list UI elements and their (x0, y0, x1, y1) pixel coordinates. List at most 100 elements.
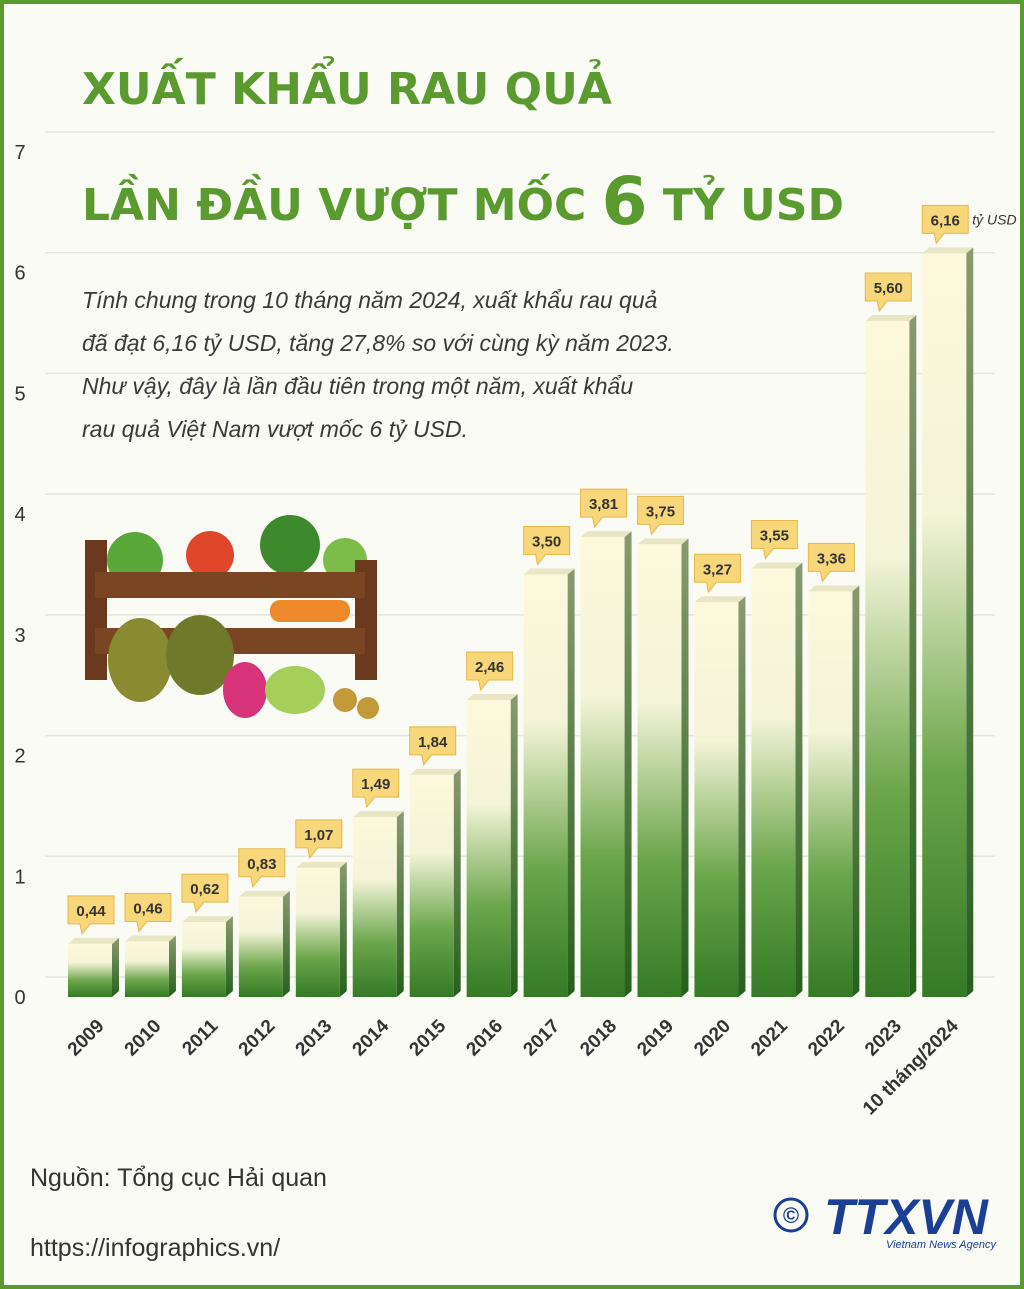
bar-side (909, 315, 917, 997)
value-callout (67, 895, 115, 936)
bar-side (624, 531, 632, 997)
bar (238, 896, 283, 997)
bar-top (68, 937, 119, 944)
bar (694, 602, 739, 997)
value-callout (637, 495, 684, 536)
bar-side (339, 861, 347, 997)
bar (808, 591, 853, 997)
y-tick-label: 7 (14, 142, 25, 164)
bar-top (124, 935, 176, 942)
bar-top (637, 538, 689, 545)
value-label: 0,46 (133, 900, 162, 917)
title-highlight: 6 (602, 163, 648, 240)
bar-top (922, 247, 974, 254)
source: Nguồn: Tổng cục Hải quan (30, 1164, 327, 1192)
value-label: 0,83 (247, 856, 276, 873)
value-callout (352, 768, 400, 809)
value-label: 1,84 (418, 734, 448, 751)
logo-name: TTXVN (824, 1189, 989, 1245)
description-line: rau quả Việt Nam vượt mốc 6 tỷ USD. (82, 416, 468, 442)
value-callout (580, 488, 628, 529)
bar (181, 922, 226, 997)
bar-side (510, 694, 518, 997)
logo: © TTXVN Vietnam News Agency (773, 1189, 998, 1251)
description-line: Như vậy, đây là lần đầu tiên trong một n… (82, 373, 633, 399)
value-label: 3,75 (646, 503, 675, 520)
bar-side (966, 247, 974, 997)
title-after: TỶ USD (663, 174, 844, 231)
bar-top (523, 568, 575, 575)
value-callout (181, 873, 229, 914)
value-label: 3,36 (817, 550, 846, 567)
url: https://infographics.vn/ (30, 1234, 280, 1262)
bar-top (466, 694, 518, 701)
value-label: 6,16 (931, 212, 960, 229)
logo-tagline: Vietnam News Agency (886, 1239, 998, 1251)
bar-side (795, 562, 803, 997)
value-label: 5,60 (874, 280, 903, 297)
y-tick-label: 1 (14, 866, 25, 888)
bar-top (808, 585, 860, 592)
value-label: 3,55 (760, 527, 789, 544)
value-callout (807, 542, 855, 583)
logo-copyright: © (783, 1203, 799, 1228)
value-label: 1,07 (304, 827, 333, 844)
bar (352, 817, 397, 997)
bar-side (738, 596, 746, 997)
fruit-crate-illustration (85, 515, 379, 719)
y-tick-label: 5 (14, 383, 25, 405)
value-label: 3,81 (589, 496, 618, 513)
unit-label: tỷ USD (972, 211, 1016, 227)
bar (523, 574, 568, 997)
bar-side (168, 935, 176, 997)
bar (466, 700, 511, 997)
y-tick-label: 6 (14, 263, 25, 285)
y-tick-label: 0 (14, 987, 25, 1009)
title-line1: XUẤT KHẨU RAU QUẢ (82, 55, 612, 115)
value-label: 1,49 (361, 776, 390, 793)
bar (580, 537, 625, 997)
value-callout (238, 848, 286, 888)
y-tick-label: 3 (14, 625, 25, 647)
value-label: 3,27 (703, 561, 732, 578)
bar-top (865, 315, 917, 321)
bar (922, 253, 967, 997)
value-callout (409, 726, 457, 767)
bar (68, 943, 112, 997)
bar (865, 321, 910, 997)
title-line2: LẦN ĐẦU VƯỢT MỐC 6 TỶ USD (82, 163, 844, 240)
bar-side (112, 937, 119, 997)
value-label: 0,62 (190, 881, 219, 898)
value-callout (921, 204, 969, 245)
bar-top (751, 562, 803, 569)
bar-side (225, 916, 233, 997)
y-tick-label: 4 (14, 504, 25, 526)
bar-side (567, 568, 575, 997)
title-before: LẦN ĐẦU VƯỢT MỐC (82, 173, 586, 231)
bar-top (409, 768, 461, 775)
value-callout (864, 272, 912, 313)
bar-top (580, 531, 632, 538)
bar-side (453, 768, 461, 997)
value-callout (750, 519, 798, 560)
bar-side (681, 538, 689, 997)
bar-top (352, 811, 404, 818)
bar-top (295, 861, 347, 868)
bar (751, 568, 796, 997)
value-callout (295, 819, 343, 859)
bar-side (396, 811, 404, 997)
value-callout (466, 651, 514, 692)
bar-top (694, 596, 746, 603)
bar (295, 867, 340, 997)
bar-side (852, 585, 860, 997)
bar (409, 774, 454, 997)
bar-top (238, 890, 290, 897)
description: Tính chung trong 10 tháng năm 2024, xuất… (82, 287, 674, 442)
bar-side (282, 890, 290, 997)
bar (124, 941, 169, 997)
description-line: đã đạt 6,16 tỷ USD, tăng 27,8% so với cù… (82, 330, 674, 356)
value-callout (124, 892, 172, 933)
value-label: 2,46 (475, 659, 504, 676)
y-tick-label: 2 (14, 746, 25, 768)
